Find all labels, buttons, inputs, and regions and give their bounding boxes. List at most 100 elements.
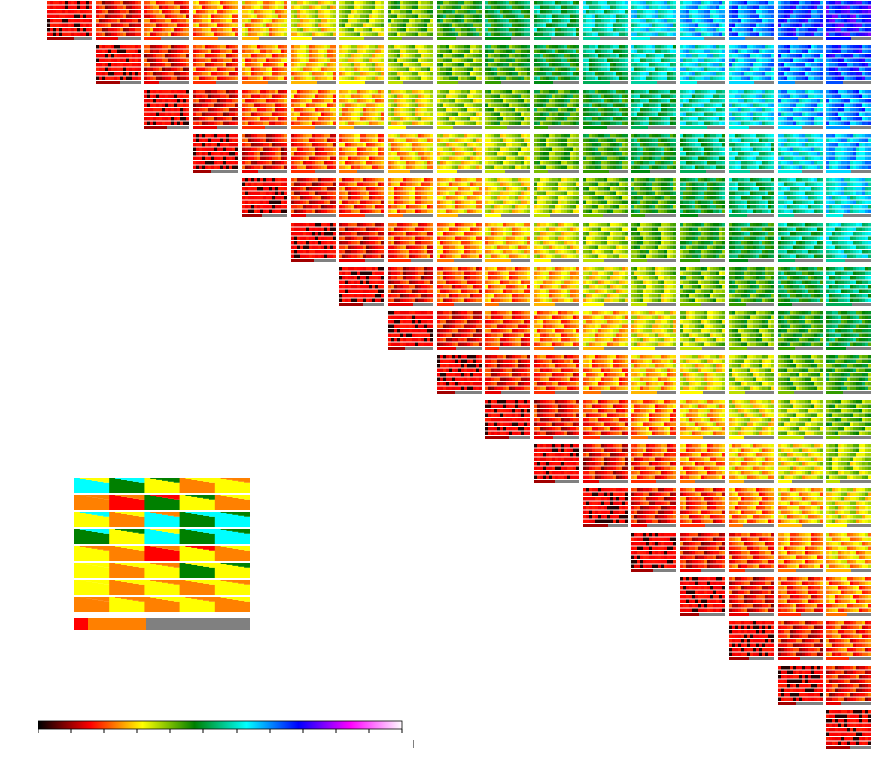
tile-r10-c15 [778,444,823,483]
tile-r7-c16 [826,311,871,350]
tile-r2-c7 [388,90,433,129]
tile-r6-c9 [485,267,530,306]
tile-r5-c11 [583,223,628,262]
tile-r1-c11 [583,45,628,84]
tile-r9-c12 [631,400,676,439]
tile-r12-c14 [729,533,774,572]
zoom-row-partial [74,618,250,630]
tile-r1-c6 [339,45,384,84]
tile-r3-c16 [826,134,871,173]
tile-r0-c0 [47,1,92,40]
tile-r9-c13 [680,400,725,439]
tile-r16-c16 [826,710,871,749]
colorbar-frame [38,720,403,730]
tile-r2-c6 [339,90,384,129]
tile-r2-c15 [778,90,823,129]
tile-r7-c13 [680,311,725,350]
tile-r3-c11 [583,134,628,173]
tile-r8-c8 [437,355,482,394]
tile-r7-c12 [631,311,676,350]
tile-r13-c16 [826,577,871,616]
tile-r4-c16 [826,178,871,217]
tile-r0-c6 [339,1,384,40]
tile-r1-c12 [631,45,676,84]
tile-r2-c16 [826,90,871,129]
tile-r10-c13 [680,444,725,483]
tile-r5-c10 [534,223,579,262]
tile-r15-c15 [778,666,823,705]
tile-r5-c8 [437,223,482,262]
tile-r0-c8 [437,1,482,40]
tile-r9-c16 [826,400,871,439]
tile-r5-c9 [485,223,530,262]
tile-r3-c15 [778,134,823,173]
tile-r0-c11 [583,1,628,40]
tile-r10-c12 [631,444,676,483]
tile-r3-c7 [388,134,433,173]
tile-r8-c12 [631,355,676,394]
tile-r8-c13 [680,355,725,394]
tile-r11-c13 [680,488,725,527]
tile-r4-c6 [339,178,384,217]
tile-r11-c15 [778,488,823,527]
tile-r5-c16 [826,223,871,262]
tile-r1-c14 [729,45,774,84]
tile-r4-c10 [534,178,579,217]
tile-r7-c8 [437,311,482,350]
tile-r1-c13 [680,45,725,84]
tile-r1-c7 [388,45,433,84]
tile-r0-c7 [388,1,433,40]
tile-r8-c16 [826,355,871,394]
tile-r4-c13 [680,178,725,217]
zoom-row-0 [74,478,250,493]
tile-r14-c14 [729,621,774,660]
tile-r3-c8 [437,134,482,173]
tile-r6-c10 [534,267,579,306]
tile-r7-c10 [534,311,579,350]
tile-r7-c9 [485,311,530,350]
zoom-row-4 [74,546,250,561]
tile-r4-c4 [242,178,287,217]
tile-r3-c10 [534,134,579,173]
tile-r6-c16 [826,267,871,306]
tile-r8-c15 [778,355,823,394]
tile-r6-c7 [388,267,433,306]
tile-r2-c4 [242,90,287,129]
tile-r11-c12 [631,488,676,527]
tile-r7-c14 [729,311,774,350]
colorbar [38,720,414,748]
tile-r0-c16 [826,1,871,40]
tile-r0-c15 [778,1,823,40]
tile-r1-c16 [826,45,871,84]
tile-r11-c14 [729,488,774,527]
tile-r4-c12 [631,178,676,217]
tile-r8-c9 [485,355,530,394]
tile-r15-c16 [826,666,871,705]
tile-r2-c13 [680,90,725,129]
tile-r1-c4 [242,45,287,84]
tile-r6-c11 [583,267,628,306]
tile-r1-c3 [193,45,238,84]
tile-r2-c5 [291,90,336,129]
tile-r5-c13 [680,223,725,262]
tile-r9-c9 [485,400,530,439]
tile-r5-c7 [388,223,433,262]
tile-r6-c13 [680,267,725,306]
zoom-row-1 [74,495,250,510]
zoom-row-6 [74,580,250,595]
tile-r2-c9 [485,90,530,129]
tile-r1-c8 [437,45,482,84]
zoom-row-5 [74,563,250,578]
tile-r6-c6 [339,267,384,306]
tile-r0-c13 [680,1,725,40]
tile-r13-c13 [680,577,725,616]
zoom-row-2 [74,512,250,527]
tile-r11-c11 [583,488,628,527]
tile-r12-c13 [680,533,725,572]
tile-r3-c13 [680,134,725,173]
tile-r4-c5 [291,178,336,217]
tile-r2-c10 [534,90,579,129]
tile-r0-c12 [631,1,676,40]
tile-r12-c15 [778,533,823,572]
tile-r7-c15 [778,311,823,350]
